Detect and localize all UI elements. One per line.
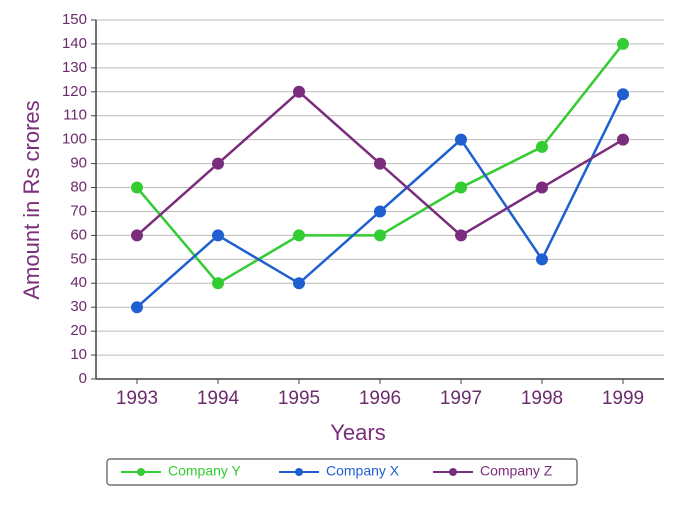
legend-label: Company Y [168, 463, 242, 479]
x-tick-label: 1998 [521, 388, 563, 409]
y-tick-label: 150 [62, 11, 87, 28]
y-tick-label: 0 [79, 370, 87, 387]
y-tick-label: 90 [70, 155, 87, 172]
data-point [617, 133, 629, 146]
y-axis-title: Amount in Rs crores [19, 100, 44, 299]
data-point [293, 277, 305, 290]
data-point [212, 277, 224, 290]
x-tick-label: 1996 [359, 388, 401, 409]
y-tick-label: 60 [70, 226, 87, 243]
data-point [212, 229, 224, 242]
data-point [617, 88, 629, 101]
data-point [293, 85, 305, 98]
data-point [536, 181, 548, 194]
y-tick-label: 120 [62, 83, 87, 100]
x-tick-label: 1995 [278, 388, 320, 409]
y-tick-label: 110 [63, 107, 87, 124]
y-tick-label: 50 [70, 250, 87, 267]
x-axis-title: Years [330, 420, 385, 445]
data-point [374, 229, 386, 242]
data-point [455, 181, 467, 194]
y-tick-label: 30 [70, 298, 87, 315]
legend-marker [137, 468, 145, 476]
data-point [131, 229, 143, 242]
y-tick-label: 130 [62, 59, 87, 76]
data-point [536, 140, 548, 153]
data-point [131, 301, 143, 314]
x-tick-label: 1994 [197, 388, 240, 409]
data-point [131, 181, 143, 194]
data-point [212, 157, 224, 170]
y-tick-label: 70 [70, 202, 87, 219]
data-point [455, 133, 467, 146]
legend-label: Company Z [480, 463, 553, 479]
data-point [617, 37, 629, 50]
data-point [293, 229, 305, 242]
x-tick-label: 1999 [602, 388, 644, 409]
x-tick-label: 1993 [116, 388, 158, 409]
legend-marker [449, 468, 457, 476]
legend-label: Company X [326, 463, 400, 479]
y-tick-label: 10 [70, 346, 87, 363]
y-tick-label: 100 [62, 131, 87, 148]
y-tick-label: 80 [70, 179, 87, 196]
x-tick-label: 1997 [440, 388, 482, 409]
legend-box [106, 458, 578, 486]
data-point [374, 205, 386, 218]
y-tick-label: 140 [62, 35, 87, 52]
y-tick-label: 20 [70, 322, 87, 339]
legend-marker [295, 468, 303, 476]
y-tick-label: 40 [70, 274, 87, 291]
data-point [536, 253, 548, 266]
data-point [374, 157, 386, 170]
data-point [455, 229, 467, 242]
